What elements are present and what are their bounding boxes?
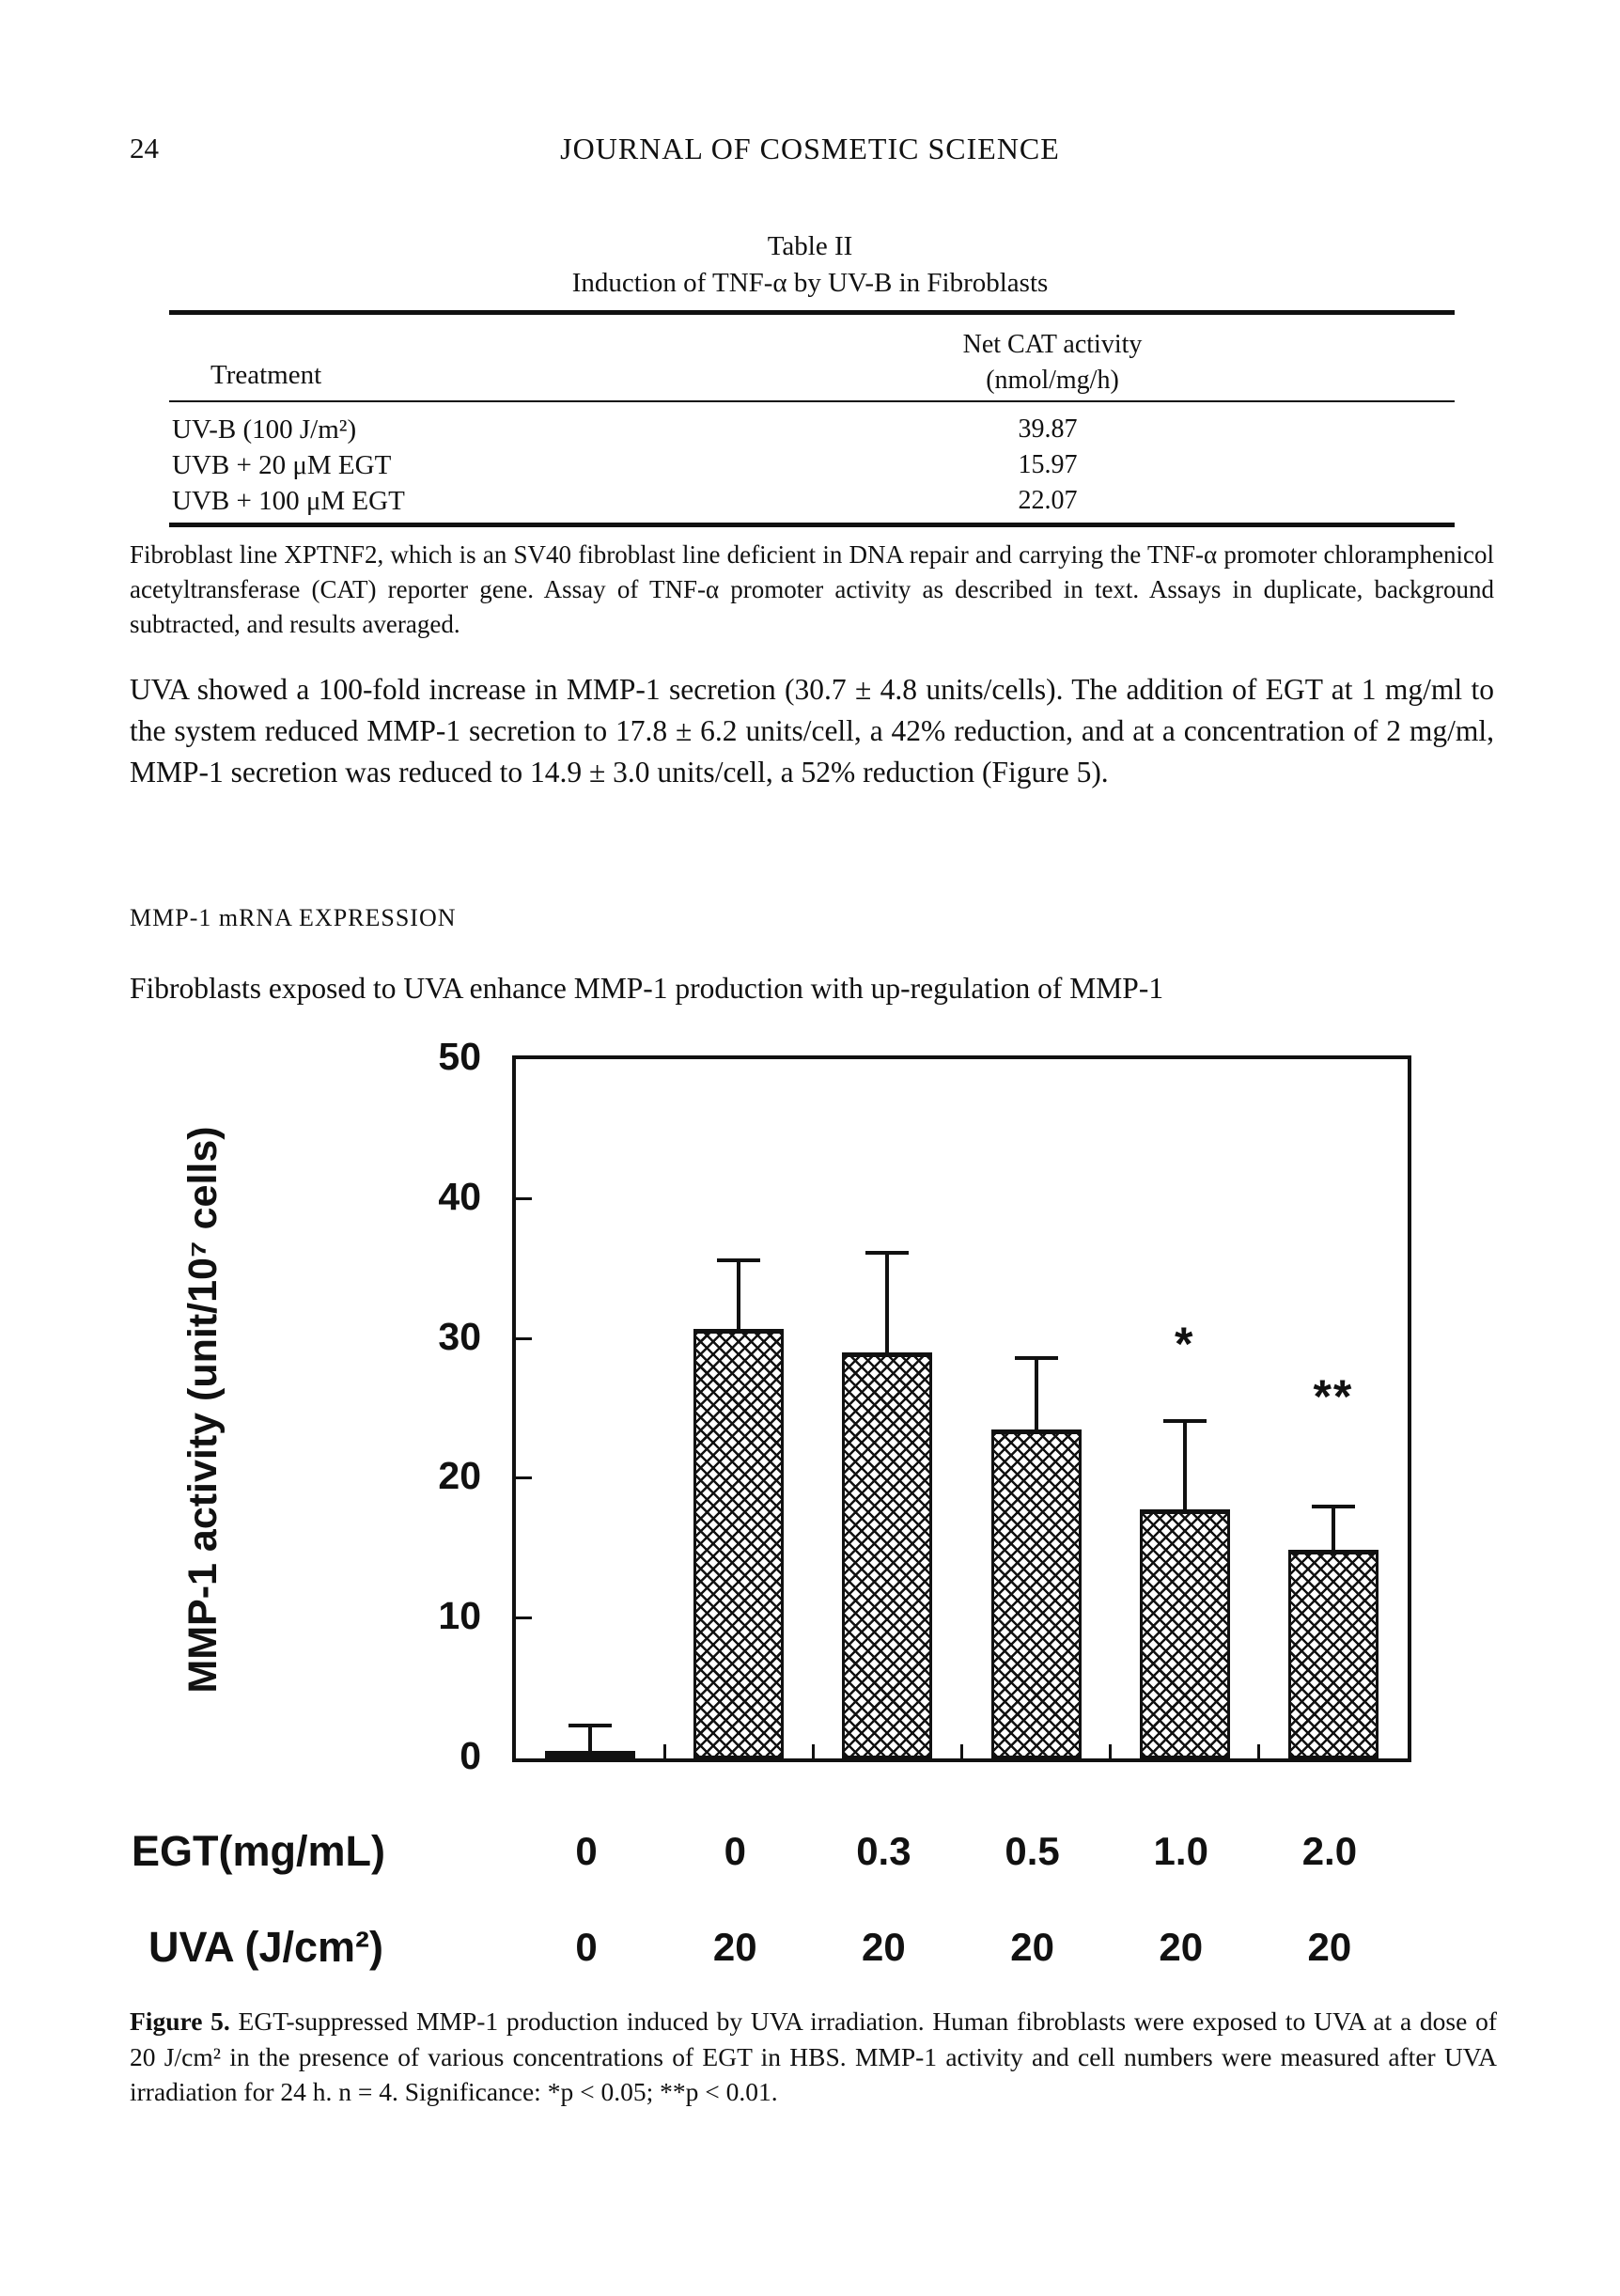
x-axis-tick (1257, 1744, 1261, 1758)
y-axis-tick (516, 1617, 532, 1620)
error-bar-stem (1331, 1507, 1335, 1551)
table-title-block: Table II Induction of TNF-α by UV-B in F… (0, 228, 1620, 302)
y-axis-tick-label: 50 (438, 1035, 481, 1078)
chart-bar (1287, 1550, 1379, 1758)
chart-bar (693, 1329, 785, 1758)
figure-caption-label: Figure 5. (130, 2007, 230, 2036)
x-axis-tick (960, 1744, 963, 1758)
chart-bar (545, 1751, 636, 1758)
error-bar-cap (1162, 1418, 1207, 1423)
chart-bar (1139, 1509, 1230, 1758)
x-axis-tick (662, 1744, 666, 1758)
y-axis-tick-label: 30 (438, 1314, 481, 1358)
x-row-label-egt: EGT(mg/mL) (132, 1827, 385, 1875)
x-category-value: 0 (575, 1829, 598, 1873)
x-category-value: 0 (724, 1829, 746, 1873)
error-bar-stem (885, 1255, 890, 1353)
section-heading: MMP-1 mRNA EXPRESSION (130, 904, 457, 931)
table-row-value: 15.97 (1018, 450, 1078, 479)
x-category-value: 20 (712, 1925, 757, 1969)
y-axis-title: MMP-1 activity (unit/10⁷ cells) (180, 1126, 226, 1694)
table-rule-bottom (169, 523, 1455, 527)
x-category-value: 20 (1010, 1925, 1054, 1969)
y-axis-tick-label: 20 (438, 1454, 481, 1498)
x-category-value: 20 (1159, 1925, 1204, 1969)
y-axis-tick-label: 40 (438, 1174, 481, 1218)
x-row-values-uva: 0 20 20 20 20 20 (512, 1925, 1411, 1977)
y-axis-tick (516, 1476, 532, 1480)
journal-title: JOURNAL OF COSMETIC SCIENCE (560, 132, 1060, 165)
error-bar-stem (1034, 1359, 1038, 1430)
error-bar-cap (1014, 1355, 1058, 1360)
chart-bar (990, 1429, 1082, 1758)
x-row-values-egt: 0 0 0.3 0.5 1.0 2.0 (512, 1829, 1411, 1882)
x-category-value: 0.5 (1005, 1829, 1060, 1873)
figure-caption-text: EGT-suppressed MMP-1 production induced … (130, 2007, 1497, 2106)
table-col-header-activity-line2: (nmol/mg/h) (986, 366, 1119, 395)
error-bar-stem (588, 1727, 593, 1753)
x-category-value: 20 (1307, 1925, 1352, 1969)
y-axis-tick (516, 1336, 532, 1340)
page-number: 24 (130, 132, 159, 164)
table-rule-header (169, 400, 1455, 402)
significance-marker: ** (1313, 1369, 1354, 1423)
significance-marker: * (1175, 1317, 1195, 1370)
x-category-value: 1.0 (1153, 1829, 1208, 1873)
figure-caption: Figure 5. EGT-suppressed MMP-1 productio… (130, 2004, 1497, 2110)
error-bar-cap (1311, 1504, 1355, 1508)
error-bar-cap (569, 1724, 613, 1728)
y-axis-tick-labels: 0 10 20 30 40 50 (366, 1035, 498, 1777)
chart-bar (842, 1352, 933, 1758)
table-title: Table II (767, 231, 853, 261)
table-subtitle: Induction of TNF-α by UV-B in Fibroblast… (571, 268, 1049, 298)
plot-area: * ** (512, 1055, 1411, 1762)
table-col-header-activity-line1: Net CAT activity (962, 330, 1143, 359)
table-col-header-activity: Net CAT activity (nmol/mg/h) (902, 327, 1203, 398)
table-rule-top (169, 310, 1455, 315)
x-category-value: 0.3 (856, 1829, 911, 1873)
x-row-label-uva: UVA (J/cm²) (148, 1923, 384, 1971)
y-axis-tick-label: 10 (438, 1594, 481, 1638)
table-col-header-treatment: Treatment (210, 360, 322, 390)
table-row-treatment: UVB + 100 μM EGT (172, 486, 405, 516)
x-category-value: 20 (862, 1925, 906, 1969)
body-paragraph: UVA showed a 100-fold increase in MMP-1 … (130, 673, 1494, 789)
table-footnote: Fibroblast line XPTNF2, which is an SV40… (130, 540, 1494, 638)
error-bar-stem (1182, 1422, 1187, 1510)
x-axis-tick (1109, 1744, 1113, 1758)
y-axis-tick (516, 1196, 532, 1200)
x-category-value: 2.0 (1301, 1829, 1358, 1873)
table-row-treatment: UV-B (100 J/m²) (172, 414, 357, 445)
x-axis-tick (811, 1744, 815, 1758)
error-bar-cap (717, 1257, 761, 1262)
error-bar-cap (865, 1251, 910, 1256)
table-row-value: 39.87 (1018, 414, 1078, 444)
body-paragraph: Fibroblasts exposed to UVA enhance MMP-1… (130, 972, 1164, 1005)
x-category-value: 0 (575, 1925, 598, 1969)
table-row-treatment: UVB + 20 μM EGT (172, 450, 392, 480)
error-bar-stem (737, 1261, 741, 1330)
y-axis-tick-label: 0 (460, 1734, 481, 1777)
table-row-value: 22.07 (1018, 486, 1078, 515)
